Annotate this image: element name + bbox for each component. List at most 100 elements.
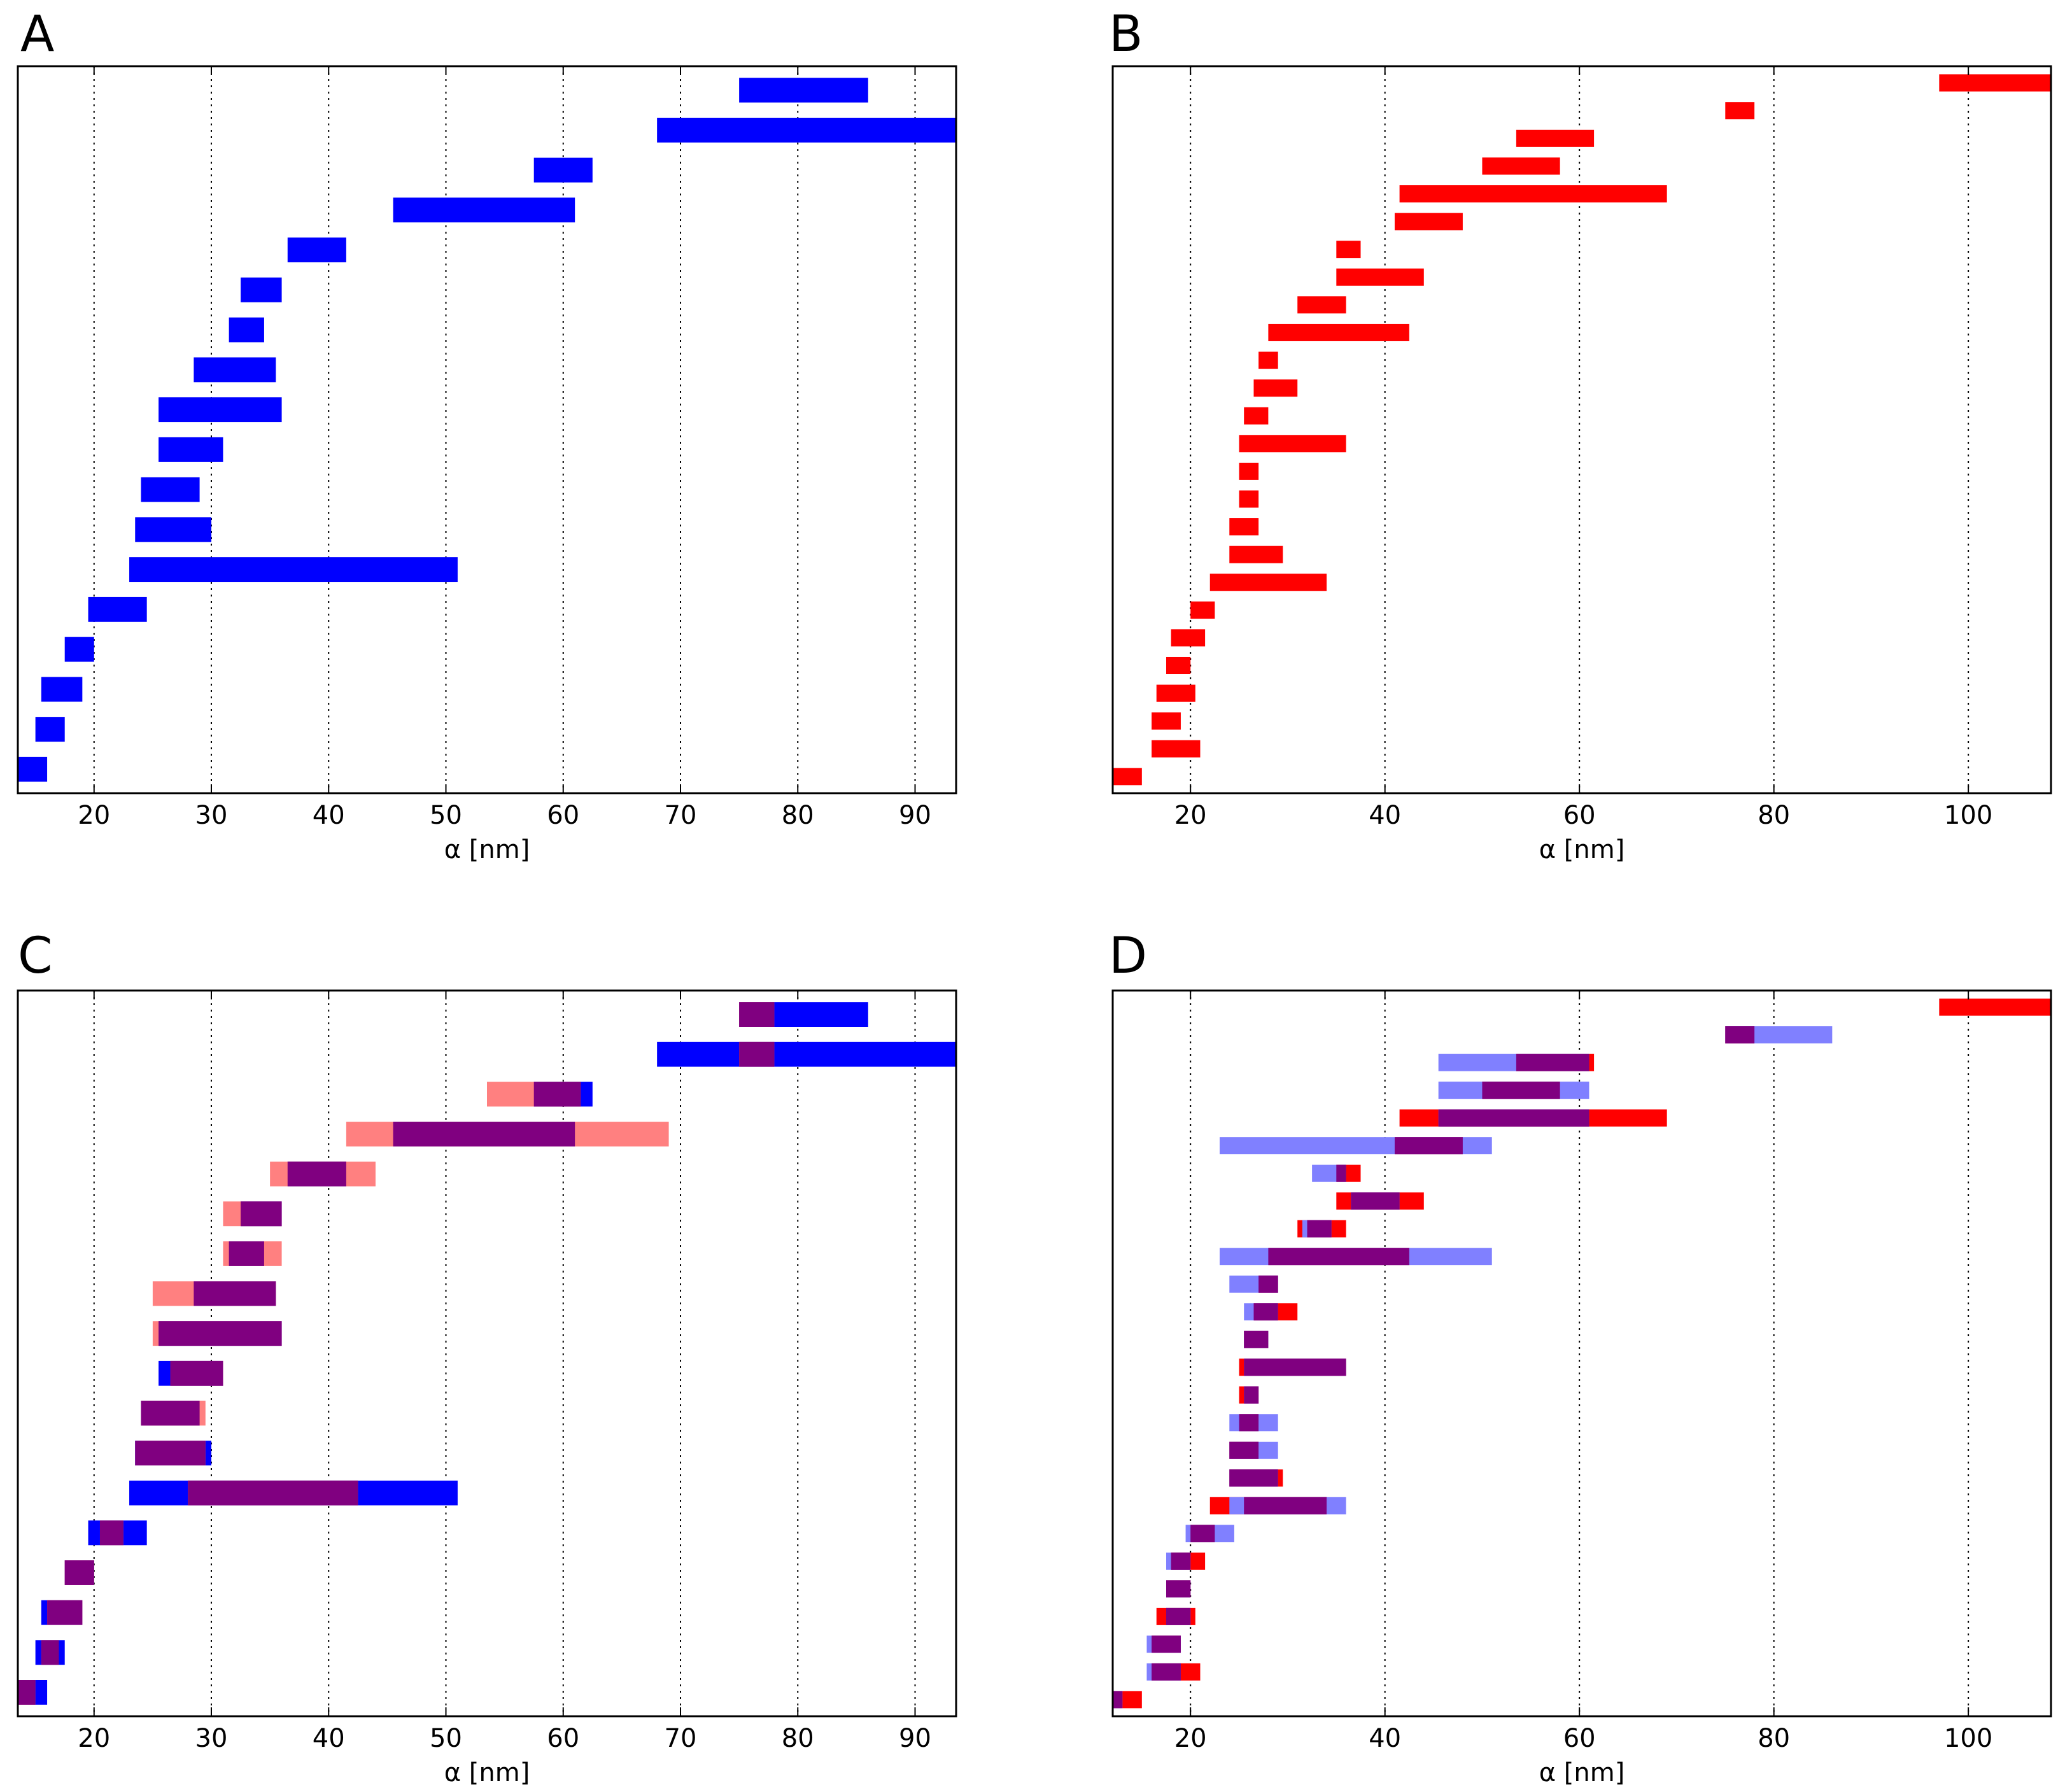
plot-frame: [17, 989, 957, 1718]
x-tick-label: 20: [78, 1724, 110, 1753]
x-tick-label: 80: [1758, 801, 1790, 830]
bar-overlap-3: [393, 1122, 575, 1146]
bar-overlap-11: [135, 1441, 206, 1466]
bar-overlap-6: [1336, 1164, 1346, 1182]
bar-overlap-10: [141, 1400, 200, 1426]
x-tick-label: 60: [547, 1724, 579, 1753]
bar-red-25: [1113, 768, 1142, 786]
bar-red-16: [1229, 518, 1259, 536]
bar-red-24: [1152, 740, 1201, 758]
x-tick-label: 20: [1174, 801, 1207, 830]
bar-red-6: [1336, 241, 1361, 258]
x-tick-label: 60: [1563, 1724, 1596, 1753]
bar-red-17: [1229, 546, 1283, 563]
x-tick-label: 60: [547, 801, 579, 830]
bar-overlap-8: [1307, 1220, 1332, 1238]
bar-overlap-11: [1253, 1303, 1278, 1321]
x-tick-label: 20: [78, 801, 110, 830]
bar-blue-15: [41, 677, 83, 702]
bar-red-9: [1268, 323, 1409, 341]
bar-overlap-4: [1438, 1109, 1589, 1127]
bar-overlap-9: [170, 1360, 223, 1386]
bar-overlap-8: [159, 1321, 282, 1346]
plot-frame: [1111, 989, 2052, 1718]
bar-blue-17: [18, 756, 48, 782]
bar-red-0: [1939, 998, 2051, 1016]
x-tick-label: 60: [1563, 801, 1596, 830]
bar-overlap-5: [241, 1201, 282, 1227]
bar-red-1: [1725, 102, 1755, 120]
bar-overlap-22: [1166, 1607, 1191, 1625]
bar-overlap-15: [1239, 1414, 1259, 1432]
bar-red-11: [1253, 379, 1298, 397]
bar-red-19: [1190, 601, 1215, 619]
x-tick-label: 80: [782, 801, 814, 830]
x-tick-label: 20: [1174, 1724, 1207, 1753]
x-tick-label: 100: [1944, 801, 1992, 830]
bar-overlap-19: [1190, 1525, 1215, 1542]
bar-blue-11: [135, 517, 212, 542]
x-tick-label: 70: [665, 1724, 697, 1753]
x-tick-label: 30: [195, 1724, 228, 1753]
bar-overlap-14: [64, 1560, 94, 1585]
bar-blue-3: [393, 197, 575, 223]
bar-overlap-7: [1351, 1192, 1400, 1210]
bar-overlap-20: [1171, 1552, 1191, 1570]
x-tick-label: 40: [1369, 1724, 1401, 1753]
bar-blue-14: [64, 637, 94, 662]
panel-c: C 20 30 40 50 60 70 80 90 α [nm]: [17, 928, 957, 1788]
bar-overlap-4: [287, 1161, 346, 1187]
bar-overlap-3: [1482, 1082, 1560, 1099]
bar-overlap-12: [1244, 1330, 1269, 1348]
bar-blue-6: [229, 317, 264, 342]
bar-overlap-14: [1244, 1386, 1259, 1404]
bar-blue-1: [657, 117, 956, 143]
bar-red-4: [1399, 185, 1667, 203]
x-tick-label: 50: [430, 801, 462, 830]
bar-blue-13: [88, 596, 147, 622]
bar-red-5: [1394, 213, 1463, 230]
bar-overlap-13: [99, 1520, 123, 1546]
bar-red-2: [1516, 129, 1595, 147]
bar-overlap-17: [1229, 1469, 1278, 1487]
bar-overlap-18: [1244, 1497, 1327, 1514]
bar-overlap-12: [188, 1480, 358, 1506]
bar-overlap-9: [1268, 1248, 1409, 1266]
bar-overlap-21: [1166, 1580, 1191, 1598]
bar-overlap-10: [1258, 1275, 1278, 1293]
panel-b: B 20 40 60 80 100 α [nm]: [1109, 6, 2052, 864]
plot-frame: [1111, 65, 2052, 794]
bar-blue-10: [141, 477, 200, 502]
bar-blue-2: [533, 157, 593, 183]
bar-red-7: [1336, 268, 1424, 286]
bar-red-15: [1239, 490, 1259, 508]
bar-overlap-17: [18, 1680, 36, 1705]
bar-overlap-13: [1244, 1358, 1346, 1376]
bar-red-13: [1239, 435, 1346, 453]
bar-red-14: [1239, 462, 1259, 480]
bar-overlap-23: [1152, 1635, 1181, 1653]
bar-overlap-1: [1725, 1026, 1755, 1044]
x-axis-label: α [nm]: [1539, 1758, 1625, 1788]
bar-red-22: [1156, 684, 1195, 702]
bar-overlap-25: [1113, 1691, 1123, 1709]
x-tick-label: 30: [195, 801, 228, 830]
bar-blue-16: [35, 717, 65, 742]
bar-red-12: [1244, 407, 1269, 425]
bar-red-20: [1171, 629, 1206, 647]
x-tick-label: 40: [313, 1724, 345, 1753]
bar-red-0: [1939, 74, 2051, 92]
x-tick-label: 50: [430, 1724, 462, 1753]
x-tick-label: 70: [665, 801, 697, 830]
panel-letter: C: [18, 928, 52, 985]
bar-blue-5: [241, 277, 282, 302]
bar-blue-0: [739, 78, 868, 103]
x-tick-label: 90: [899, 1724, 931, 1753]
bar-blue-8: [159, 397, 282, 423]
plot-frame: [17, 65, 957, 794]
bar-red-8: [1297, 296, 1346, 314]
bar-overlap-7: [194, 1281, 276, 1306]
bar-red-21: [1166, 656, 1191, 675]
x-axis-label: α [nm]: [444, 835, 530, 864]
